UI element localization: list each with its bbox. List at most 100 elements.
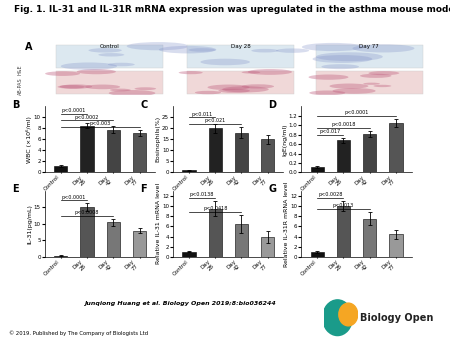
Bar bbox=[209, 128, 222, 172]
Circle shape bbox=[222, 86, 269, 92]
Bar bbox=[235, 224, 248, 257]
Text: Fig. 1. IL-31 and IL-31R mRNA expression was upregulated in the asthma mouse mod: Fig. 1. IL-31 and IL-31R mRNA expression… bbox=[14, 5, 450, 14]
Bar bbox=[81, 126, 94, 172]
Text: © 2019. Published by The Company of Biologists Ltd: © 2019. Published by The Company of Biol… bbox=[9, 331, 148, 336]
Text: E: E bbox=[12, 185, 18, 194]
Circle shape bbox=[179, 71, 202, 74]
Text: D: D bbox=[268, 100, 276, 110]
Text: Day 77: Day 77 bbox=[359, 44, 379, 49]
Text: p<0.011: p<0.011 bbox=[192, 112, 213, 117]
Text: A: A bbox=[25, 42, 32, 52]
Bar bbox=[107, 222, 120, 257]
Circle shape bbox=[329, 83, 369, 89]
Circle shape bbox=[110, 89, 131, 91]
Circle shape bbox=[99, 53, 124, 56]
Bar bbox=[182, 170, 196, 172]
Text: p<0.013: p<0.013 bbox=[333, 203, 354, 208]
Circle shape bbox=[127, 42, 189, 50]
Bar bbox=[54, 166, 68, 172]
Circle shape bbox=[369, 71, 399, 75]
Bar bbox=[337, 140, 350, 172]
Circle shape bbox=[135, 87, 156, 90]
Circle shape bbox=[276, 48, 309, 53]
Text: Biology Open: Biology Open bbox=[360, 313, 433, 323]
Text: p<0.0008: p<0.0008 bbox=[75, 210, 99, 215]
Y-axis label: Relative IL-31 mRNA level: Relative IL-31 mRNA level bbox=[156, 183, 161, 265]
Bar bbox=[182, 252, 196, 257]
Bar bbox=[56, 71, 163, 94]
Text: p<0.0001: p<0.0001 bbox=[62, 108, 86, 113]
Y-axis label: Eosinophils(%): Eosinophils(%) bbox=[156, 116, 161, 163]
Bar bbox=[81, 208, 94, 257]
Bar bbox=[389, 123, 403, 172]
Circle shape bbox=[45, 71, 80, 76]
Text: p<0.0138: p<0.0138 bbox=[190, 192, 214, 197]
Text: Junqiong Huang et al. Biology Open 2019;8:bio036244: Junqiong Huang et al. Biology Open 2019;… bbox=[84, 301, 276, 306]
Circle shape bbox=[85, 84, 120, 89]
Y-axis label: IgE(ng/ml): IgE(ng/ml) bbox=[282, 123, 287, 156]
Y-axis label: IL-31(pg/mL): IL-31(pg/mL) bbox=[27, 204, 32, 244]
Text: p<0.0001: p<0.0001 bbox=[344, 110, 369, 115]
Circle shape bbox=[200, 59, 250, 65]
Text: Day 28: Day 28 bbox=[230, 44, 250, 49]
Bar bbox=[133, 231, 146, 257]
Text: p<0.003: p<0.003 bbox=[90, 121, 111, 126]
Circle shape bbox=[333, 88, 376, 94]
Circle shape bbox=[195, 91, 221, 94]
Bar bbox=[363, 219, 376, 257]
Text: Control: Control bbox=[100, 44, 120, 49]
Text: p<0.0018: p<0.0018 bbox=[331, 122, 356, 127]
Y-axis label: WBC (×10⁶/ml): WBC (×10⁶/ml) bbox=[27, 116, 32, 163]
Bar bbox=[107, 129, 120, 172]
Bar bbox=[54, 256, 68, 257]
Text: AB-PAS: AB-PAS bbox=[18, 77, 23, 95]
Bar bbox=[56, 45, 163, 68]
Circle shape bbox=[363, 82, 380, 85]
Bar bbox=[209, 209, 222, 257]
Text: H&E: H&E bbox=[18, 64, 23, 75]
Circle shape bbox=[302, 43, 364, 51]
Circle shape bbox=[60, 84, 92, 89]
Bar bbox=[261, 139, 274, 172]
Text: F: F bbox=[140, 185, 147, 194]
Circle shape bbox=[61, 63, 117, 70]
Text: p<0.021: p<0.021 bbox=[205, 118, 226, 123]
Circle shape bbox=[252, 49, 279, 52]
Bar bbox=[187, 71, 294, 94]
Circle shape bbox=[352, 44, 414, 52]
Bar bbox=[337, 206, 350, 257]
Circle shape bbox=[89, 48, 122, 52]
Circle shape bbox=[218, 89, 250, 93]
Circle shape bbox=[309, 91, 345, 95]
Circle shape bbox=[77, 69, 116, 74]
Text: C: C bbox=[140, 100, 148, 110]
Circle shape bbox=[189, 48, 216, 52]
Circle shape bbox=[109, 90, 155, 96]
Circle shape bbox=[58, 85, 85, 89]
Bar bbox=[187, 45, 294, 68]
Circle shape bbox=[316, 52, 383, 61]
Bar bbox=[389, 234, 403, 257]
Circle shape bbox=[360, 74, 392, 78]
Text: B: B bbox=[12, 100, 19, 110]
Circle shape bbox=[339, 303, 358, 326]
Circle shape bbox=[323, 300, 352, 336]
Y-axis label: Relative IL-31R mRNA level: Relative IL-31R mRNA level bbox=[284, 181, 289, 267]
Circle shape bbox=[242, 84, 274, 89]
Bar bbox=[261, 237, 274, 257]
Circle shape bbox=[108, 63, 135, 66]
Bar bbox=[316, 45, 423, 68]
Bar bbox=[235, 133, 248, 172]
Bar bbox=[363, 134, 376, 172]
Text: p<0.0418: p<0.0418 bbox=[203, 206, 227, 211]
Text: p<0.0028: p<0.0028 bbox=[318, 192, 342, 197]
Text: p<0.0001: p<0.0001 bbox=[62, 195, 86, 199]
Bar bbox=[310, 167, 324, 172]
Bar bbox=[310, 252, 324, 257]
Text: p<0.017: p<0.017 bbox=[320, 129, 341, 134]
Text: G: G bbox=[268, 185, 276, 194]
Circle shape bbox=[159, 46, 216, 53]
Circle shape bbox=[248, 69, 292, 75]
Circle shape bbox=[321, 64, 359, 69]
Bar bbox=[133, 133, 146, 172]
